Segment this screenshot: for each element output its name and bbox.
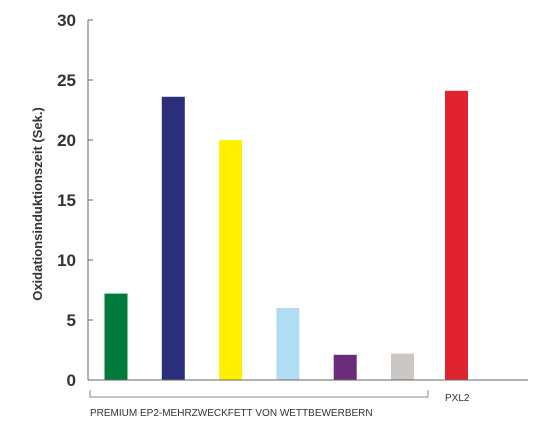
bar-5 — [333, 354, 357, 380]
y-axis-title: Oxidationsinduktionszeit (Sek.) — [30, 107, 45, 301]
y-axis: 0 5 10 15 20 25 30 — [57, 11, 93, 390]
group-label-pxl2: PXL2 — [445, 393, 470, 404]
y-tick-label: 20 — [57, 131, 76, 150]
bar-6 — [391, 353, 414, 380]
bar-2 — [161, 96, 185, 381]
bar-4 — [276, 308, 300, 380]
bar-1 — [104, 293, 128, 380]
y-tick-label: 0 — [67, 371, 76, 390]
y-tick-label: 25 — [57, 71, 76, 90]
bar-7 — [445, 90, 468, 381]
bar-3 — [219, 140, 243, 380]
y-tick-label: 15 — [57, 191, 76, 210]
y-tick-label: 10 — [57, 251, 76, 270]
y-tick-label: 30 — [57, 11, 76, 30]
group-labels: PREMIUM EP2-MEHRZWECKFETT VON WETTBEWERB… — [89, 390, 470, 419]
bars — [104, 90, 468, 381]
group-label-competitors: PREMIUM EP2-MEHRZWECKFETT VON WETTBEWERB… — [90, 408, 373, 419]
y-tick-label: 5 — [67, 311, 76, 330]
group-bracket — [89, 390, 429, 398]
